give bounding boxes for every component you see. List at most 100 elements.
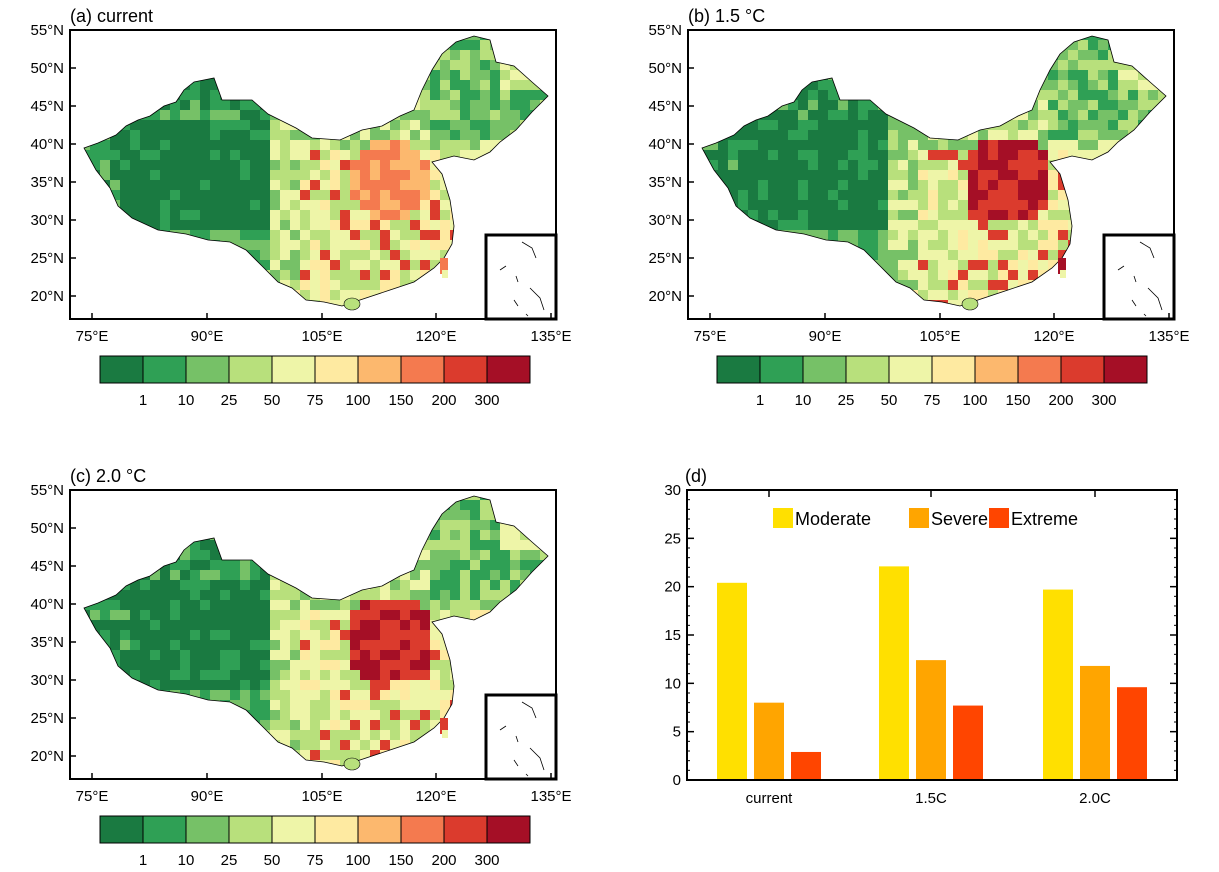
colorbar-label: 75: [924, 392, 941, 409]
map-cell: [1038, 230, 1049, 241]
map-cell: [100, 690, 111, 701]
map-cell: [1048, 40, 1059, 51]
map-cell: [260, 80, 271, 91]
map-cell: [250, 670, 261, 681]
map-cell: [410, 570, 421, 581]
map-cell: [380, 570, 391, 581]
map-cell: [788, 190, 799, 201]
map-cell: [290, 260, 301, 271]
map-cell: [300, 530, 311, 541]
map-cell: [1128, 90, 1139, 101]
map-cell: [702, 40, 709, 51]
map-cell: [200, 50, 211, 61]
map-cell: [520, 600, 531, 611]
map-cell: [320, 110, 331, 121]
map-cell: [220, 170, 231, 181]
map-cell: [958, 270, 969, 281]
map-cell: [510, 36, 521, 41]
map-cell: [70, 510, 81, 521]
map-cell: [480, 520, 491, 531]
map-cell: [988, 70, 999, 81]
map-cell: [340, 496, 351, 501]
map-cell: [758, 300, 769, 306]
map-cell: [90, 530, 101, 541]
map-cell: [1078, 110, 1089, 121]
map-cell: [130, 70, 141, 81]
map-cell: [340, 270, 351, 281]
map-cell: [330, 700, 341, 711]
map-cell: [130, 570, 141, 581]
map-cell: [470, 750, 481, 761]
map-cell: [708, 140, 719, 151]
map-cell: [430, 140, 441, 151]
map-cell: [260, 180, 271, 191]
legend-label-moderate: Moderate: [795, 509, 871, 529]
map-cell: [908, 100, 919, 111]
map-cell: [230, 150, 241, 161]
map-cell: [290, 290, 301, 301]
map-cell: [70, 500, 81, 511]
map-cell: [1028, 240, 1039, 251]
map-cell: [1078, 100, 1089, 111]
map-cell: [540, 210, 548, 221]
map-cell: [320, 580, 331, 591]
bar-x-axis: current 1.5C 2.0C: [746, 490, 1111, 807]
map-cell: [180, 40, 191, 51]
map-cell: [120, 650, 131, 661]
map-cell: [190, 580, 201, 591]
map-cell: [180, 710, 191, 721]
map-cell: [768, 140, 779, 151]
map-cell: [460, 670, 471, 681]
map-cell: [440, 530, 451, 541]
map-cell: [320, 650, 331, 661]
map-cell: [510, 510, 521, 521]
map-cell: [110, 740, 121, 751]
map-cell: [878, 290, 889, 301]
map-cell: [230, 170, 241, 181]
map-cell: [1038, 180, 1049, 191]
map-cell: [380, 730, 391, 741]
map-cell: [530, 160, 541, 171]
map-cell: [330, 590, 341, 601]
map-cell: [470, 180, 481, 191]
map-cell: [220, 200, 231, 211]
lon-tick-label: 120°E: [415, 328, 456, 345]
map-cell: [330, 500, 341, 511]
map-cell: [170, 50, 181, 61]
map-cell: [240, 130, 251, 141]
map-cell: [1008, 170, 1019, 181]
map-cell: [470, 80, 481, 91]
map-cell: [90, 760, 101, 766]
map-cell: [120, 140, 131, 151]
map-cell: [808, 250, 819, 261]
map-cell: [1038, 280, 1049, 291]
map-cell: [788, 150, 799, 161]
map-cell: [480, 530, 491, 541]
map-cell: [160, 680, 171, 691]
map-cell: [420, 530, 431, 541]
map-cell: [1108, 110, 1119, 121]
map-cell: [84, 90, 91, 101]
map-cell: [70, 260, 81, 271]
map-cell: [190, 540, 201, 551]
map-cell: [778, 250, 789, 261]
map-cell: [460, 260, 471, 271]
map-cell: [400, 140, 411, 151]
map-cell: [330, 50, 341, 61]
map-cell: [450, 650, 461, 661]
map-cell: [978, 100, 989, 111]
map-cell: [170, 530, 181, 541]
map-cell: [768, 250, 779, 261]
map-cell: [230, 250, 241, 261]
map-cell: [160, 590, 171, 601]
map-cell: [1098, 170, 1109, 181]
map-cell: [748, 120, 759, 131]
lat-tick-label: 35°N: [648, 174, 682, 191]
map-cell: [520, 180, 531, 191]
map-cell: [170, 640, 181, 651]
map-cell: [1088, 180, 1099, 191]
map-cell: [988, 130, 999, 141]
map-cell: [150, 140, 161, 151]
map-cell: [768, 80, 779, 91]
lon-tick-label: 105°E: [919, 328, 960, 345]
